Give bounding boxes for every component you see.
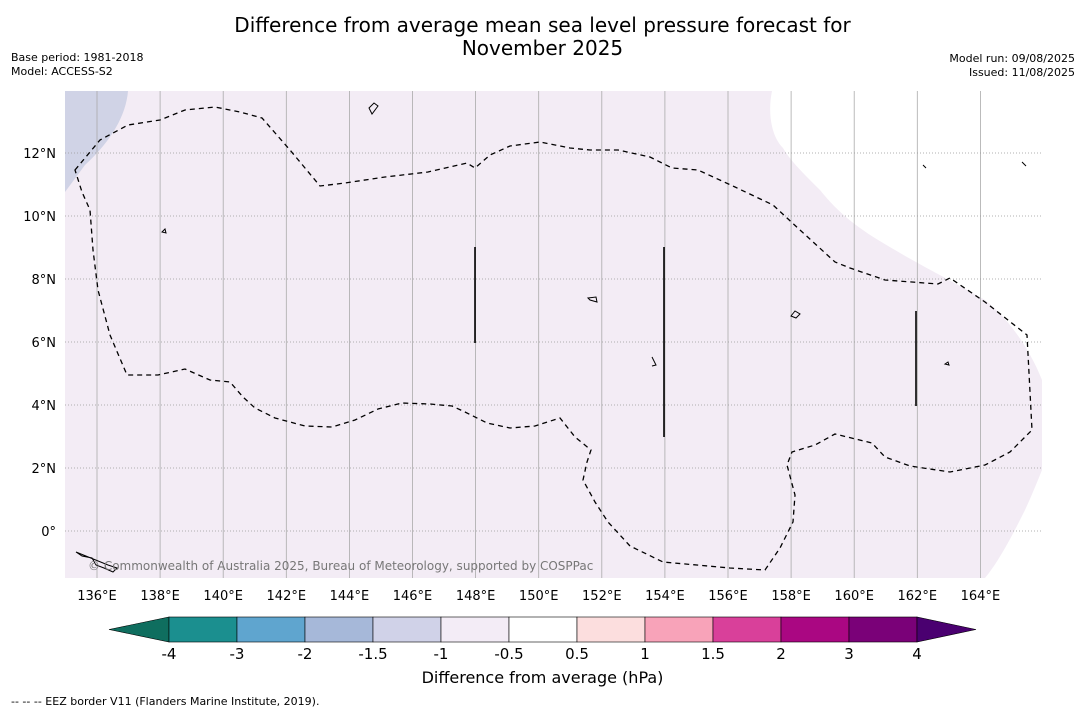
colorbar-swatch [576, 616, 646, 643]
latitude-labels: 12°N 10°N 8°N 6°N 4°N 2°N 0° [23, 147, 56, 540]
white-outer-region-east [770, 91, 1042, 380]
island-outline [790, 310, 801, 319]
lat-tick-label: 12°N [23, 147, 56, 162]
lon-tick-label: 154°E [645, 589, 685, 604]
attribution: © Commonwealth of Australia 2025, Bureau… [88, 559, 593, 573]
lon-tick-label: 152°E [582, 589, 622, 604]
island-outline [922, 161, 1027, 169]
lon-tick-label: 138°E [140, 589, 180, 604]
lon-tick-label: 140°E [203, 589, 243, 604]
colorbar-swatch [780, 616, 850, 643]
island-outline [586, 296, 598, 303]
colorbar-swatch [236, 616, 306, 643]
lon-tick-label: 162°E [898, 589, 938, 604]
colorbar-tick-label: -2 [298, 645, 313, 663]
island-outline [368, 102, 379, 115]
title-line-2: November 2025 [461, 36, 624, 60]
lon-tick-label: 158°E [771, 589, 811, 604]
lon-tick-label: 150°E [519, 589, 559, 604]
colorbar: -4 -3 -2 -1.5 -1 -0.5 0.5 1 1.5 2 3 4 [108, 616, 977, 663]
colorbar-swatch [508, 616, 578, 643]
lon-tick-label: 146°E [393, 589, 433, 604]
colorbar-title: Difference from average (hPa) [421, 668, 664, 687]
colorbar-tick-label: -1 [434, 645, 449, 663]
lon-tick-label: 144°E [330, 589, 370, 604]
lat-tick-label: 2°N [32, 462, 57, 477]
meta-right: Model run: 09/08/2025 Issued: 11/08/2025 [949, 52, 1075, 80]
colorbar-tick-label: 1 [640, 645, 650, 663]
colorbar-tick-label: 2 [776, 645, 786, 663]
lon-tick-label: 160°E [834, 589, 874, 604]
colorbar-swatch [848, 616, 918, 643]
colorbar-extend-high [916, 616, 977, 643]
isobar-marks [474, 247, 917, 437]
eez-border [74, 106, 1033, 571]
lat-tick-label: 0° [41, 525, 56, 540]
model-run: Model run: 09/08/2025 [949, 52, 1075, 65]
lat-tick-label: 10°N [23, 210, 56, 225]
colorbar-tick-label: 4 [912, 645, 922, 663]
colorbar-tick-label: -3 [230, 645, 245, 663]
colorbar-swatch [372, 616, 442, 643]
lon-tick-label: 164°E [961, 589, 1001, 604]
lon-tick-label: 156°E [708, 589, 748, 604]
graticule [65, 91, 1042, 578]
lon-tick-label: 142°E [267, 589, 307, 604]
model-name: Model: ACCESS-S2 [11, 65, 113, 78]
lat-tick-label: 4°N [32, 399, 57, 414]
colorbar-swatch [712, 616, 782, 643]
below-average-region [65, 91, 128, 192]
colorbar-tick-label: -0.5 [494, 645, 523, 663]
issued-date: Issued: 11/08/2025 [968, 66, 1075, 79]
white-outer-region-southeast [985, 470, 1042, 578]
colorbar-tick-label: 3 [844, 645, 854, 663]
lon-tick-label: 136°E [77, 589, 117, 604]
colorbar-tick-label: -1.5 [358, 645, 387, 663]
lat-tick-label: 6°N [32, 336, 57, 351]
island-outline [943, 361, 950, 366]
colorbar-swatch [304, 616, 374, 643]
colorbar-swatch [168, 616, 238, 643]
colorbar-swatch [644, 616, 714, 643]
islands [75, 102, 1027, 573]
colorbar-extend-low [108, 616, 170, 643]
eez-footnote: -- -- -- EEZ border V11 (Flanders Marine… [11, 695, 320, 708]
longitude-labels: 136°E 138°E 140°E 142°E 144°E 146°E 148°E 150°E… [77, 589, 1000, 604]
island-outline [75, 551, 118, 573]
colorbar-tick-label: -4 [162, 645, 177, 663]
map-title: Difference from average mean sea level p… [0, 14, 1085, 60]
meta-left: Base period: 1981-2018 Model: ACCESS-S2 [11, 51, 143, 79]
colorbar-swatch [440, 616, 510, 643]
island-outline [161, 228, 167, 234]
island-outline [651, 356, 657, 367]
colorbar-tick-label: 0.5 [565, 645, 589, 663]
base-period: Base period: 1981-2018 [11, 51, 144, 64]
colorbar-tick-label: 1.5 [701, 645, 725, 663]
lon-tick-label: 148°E [456, 589, 496, 604]
title-line-1: Difference from average mean sea level p… [234, 13, 851, 37]
lat-tick-label: 8°N [32, 273, 57, 288]
